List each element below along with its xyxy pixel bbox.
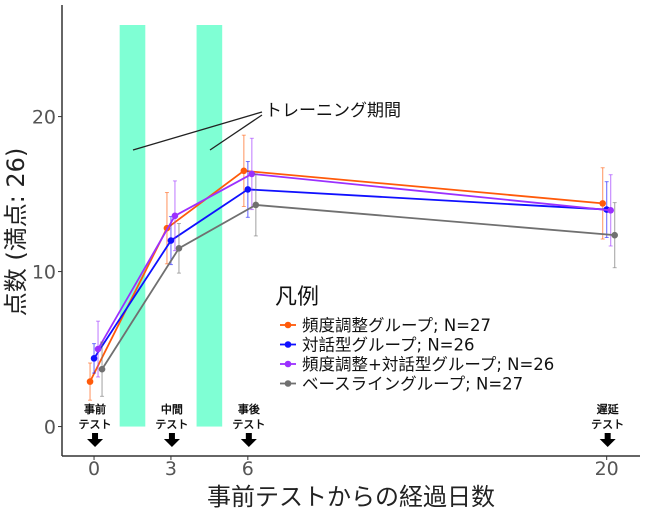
data-point (175, 245, 183, 252)
down-arrow-icon (87, 433, 104, 447)
data-point (244, 186, 252, 193)
test-label-line2: テスト (79, 418, 112, 431)
legend-label: 頻度調整+対話型グループ; N=26 (302, 355, 554, 374)
data-point (248, 170, 256, 178)
series-line-1 (93, 188, 607, 359)
data-point (167, 237, 175, 244)
test-label-line2: テスト (232, 418, 265, 431)
test-label-line1: 事後 (238, 402, 261, 416)
down-arrow-icon (240, 433, 257, 447)
test-label-line2: テスト (155, 418, 188, 431)
series-line-3 (101, 204, 615, 370)
data-point (611, 231, 618, 239)
data-point (240, 167, 248, 175)
legend-swatch-dot (284, 341, 292, 348)
legend-swatch-dot (284, 360, 292, 368)
annotation-line-2 (209, 114, 263, 151)
down-arrow-icon (163, 433, 180, 447)
y-tick-label: 20 (32, 107, 56, 129)
test-label-line1: 中間 (161, 402, 183, 416)
legend-title: 凡例 (275, 285, 319, 310)
y-axis-title: 点数 (満点: 26) (2, 148, 30, 317)
x-tick-label: 0 (88, 458, 100, 480)
down-arrow-icon (599, 433, 616, 447)
legend-label: 頻度調整グループ; N=27 (302, 316, 491, 335)
data-point (98, 365, 106, 373)
legend-label: ベースライングループ; N=27 (302, 375, 523, 394)
test-label-line1: 遅延 (597, 402, 620, 416)
data-point (607, 207, 614, 214)
x-axis-title: 事前テストからの経過日数 (207, 483, 495, 509)
data-point (171, 212, 179, 220)
series-line-2 (97, 173, 611, 350)
data-point (94, 345, 102, 353)
y-tick-label: 0 (44, 417, 56, 439)
data-point (90, 355, 98, 362)
test-label-line1: 事前 (84, 402, 106, 416)
annotation-label: トレーニング期間 (265, 101, 401, 121)
x-tick-label: 6 (242, 458, 254, 480)
x-tick-label: 20 (595, 458, 619, 480)
legend-swatch-dot (284, 321, 292, 329)
legend-label: 対話型グループ; N=26 (302, 336, 474, 355)
x-tick-label: 3 (165, 458, 177, 480)
annotation-line-1 (132, 111, 263, 151)
data-point (86, 378, 94, 385)
test-label-line2: テスト (591, 418, 624, 431)
data-point (599, 200, 606, 207)
data-point (252, 201, 260, 209)
legend-swatch-dot (284, 380, 292, 387)
y-tick-label: 10 (32, 262, 56, 284)
training-band-0 (119, 25, 146, 427)
